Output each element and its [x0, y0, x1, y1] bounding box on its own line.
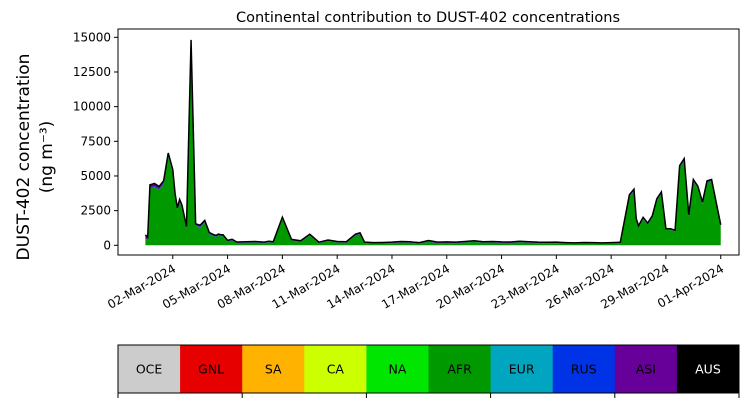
stacked-areas: [145, 39, 721, 246]
legend-item-asi: ASI: [614, 345, 678, 393]
legend-label: CA: [327, 362, 345, 377]
legend-frame: [117, 344, 740, 394]
y-tick-label: 2500: [80, 204, 111, 218]
y-tick-label: 7500: [80, 134, 111, 148]
total-line-group: [144, 39, 722, 244]
total-concentration-line: [144, 39, 722, 244]
x-axis: 02-Mar-202405-Mar-202408-Mar-202411-Mar-…: [105, 255, 726, 312]
y-tick-label: 5000: [80, 169, 111, 183]
legend-item-eur: EUR: [490, 345, 554, 393]
legend-item-sa: SA: [242, 345, 305, 393]
plot-frame: [117, 28, 740, 256]
legend-swatch: [366, 345, 429, 393]
legend-swatch: [676, 345, 740, 393]
legend-label: OCE: [136, 362, 163, 377]
legend-item-oce: OCE: [118, 345, 181, 393]
y-axis-label-line2: (ng m⁻³): [37, 121, 57, 194]
legend-label: NA: [388, 362, 406, 377]
legend-label: SA: [265, 362, 282, 377]
legend-item-aus: AUS: [676, 345, 740, 393]
legend-swatch: [428, 345, 492, 393]
legend-item-ca: CA: [304, 345, 367, 393]
continent-color-bar: OCE GNL SA CA NA AFR EUR RUS ASI AUS: [117, 344, 740, 398]
legend-item-na: NA: [366, 345, 429, 393]
legend-swatch: [614, 345, 678, 393]
legend-swatch: [552, 345, 616, 393]
legend-label: RUS: [571, 362, 597, 377]
legend-item-afr: AFR: [428, 345, 492, 393]
legend-item-gnl: GNL: [180, 345, 243, 393]
legend-label: AUS: [695, 362, 721, 377]
y-tick-label: 0: [103, 238, 111, 252]
area-afr: [145, 42, 721, 246]
y-axis-label-line1: DUST-402 concentration: [14, 54, 34, 261]
y-axis-label: DUST-402 concentration (ng m⁻³): [14, 54, 57, 261]
legend-swatch: [304, 345, 367, 393]
chart-title: Continental contribution to DUST-402 con…: [236, 10, 620, 26]
y-tick-label: 10000: [73, 100, 111, 114]
legend-swatch: [490, 345, 554, 393]
legend-swatch: [180, 345, 243, 393]
y-tick-label: 12500: [73, 65, 111, 79]
legend-swatch: [118, 345, 181, 393]
y-tick-label: 15000: [73, 30, 111, 44]
y-axis: 0 2500 5000 7500 10000 12500 15000: [73, 30, 118, 252]
legend-label: AFR: [447, 362, 472, 377]
legend-label: ASI: [636, 362, 656, 377]
legend-swatch: [242, 345, 305, 393]
legend-item-rus: RUS: [552, 345, 616, 393]
legend-label: GNL: [198, 362, 224, 377]
legend-label: EUR: [509, 362, 535, 377]
